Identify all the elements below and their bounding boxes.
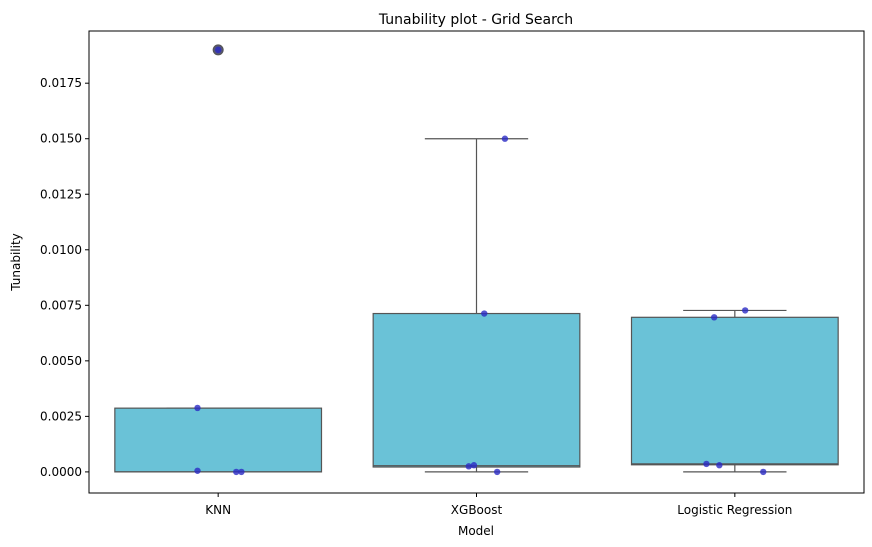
box-xgboost [372, 312, 581, 468]
x-tick-label: Logistic Regression [677, 503, 792, 517]
data-point [194, 404, 201, 412]
x-axis-label: Model [458, 524, 494, 538]
y-tick-label: 0.0150 [40, 132, 82, 146]
data-point [710, 314, 718, 321]
data-point [481, 310, 488, 317]
x-tick-label: KNN [205, 503, 231, 517]
x-tick-label: XGBoost [451, 503, 503, 517]
x-axis: KNN XGBoost Logistic Regression [205, 493, 792, 517]
data-point [233, 468, 240, 476]
strip-points [194, 46, 767, 476]
data-point [716, 462, 723, 469]
data-point [760, 468, 767, 476]
y-tick-label: 0.0100 [40, 243, 82, 257]
y-tick-label: 0.0175 [40, 76, 82, 90]
data-point [465, 463, 472, 470]
y-tick-label: 0.0125 [40, 187, 82, 201]
y-axis: 0.0000 0.0025 0.0050 0.0075 0.0100 0.0125 0.01… [40, 76, 89, 479]
chart-title: Tunability plot - Grid Search [378, 12, 573, 28]
y-tick-label: 0.0000 [40, 465, 82, 479]
data-point [194, 467, 201, 474]
y-tick-label: 0.0025 [40, 409, 82, 423]
box-knn [114, 407, 323, 473]
box-group [114, 44, 839, 473]
data-point [214, 46, 222, 54]
data-point [470, 462, 478, 469]
data-point [238, 468, 245, 476]
data-point [741, 307, 749, 314]
y-tick-label: 0.0075 [40, 298, 82, 312]
box-logistic-regression [630, 316, 839, 466]
y-tick-label: 0.0050 [40, 354, 82, 368]
data-point [501, 135, 509, 142]
data-point [493, 468, 501, 476]
data-point [703, 460, 710, 468]
y-axis-label: Tunability [9, 233, 23, 292]
